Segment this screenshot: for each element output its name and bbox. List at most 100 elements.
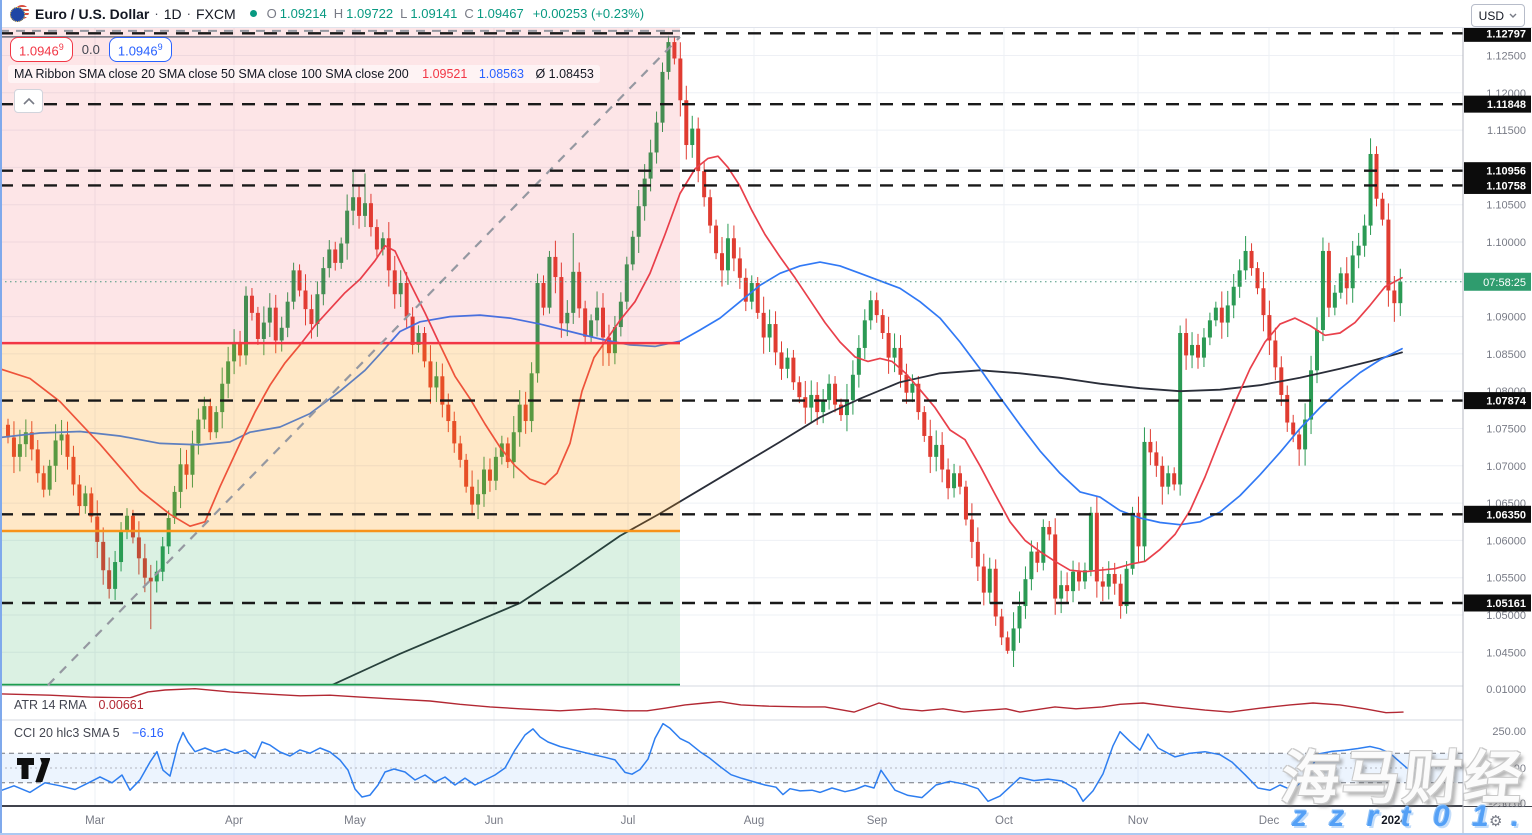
interval-label[interactable]: 1D (163, 5, 182, 22)
candle-body (571, 271, 576, 313)
level-price-label (1464, 162, 1531, 180)
atr-value: 0.00661 (98, 698, 144, 712)
candle-body (952, 473, 957, 489)
candle-body (981, 566, 986, 593)
candle-body (1231, 286, 1236, 306)
level-price-label-text: 1.07874 (1486, 396, 1527, 408)
level-price-label-text: 1.10956 (1486, 166, 1526, 178)
price-tick-label: 1.07000 (1486, 461, 1526, 473)
candle-body (1148, 441, 1153, 453)
currency-dropdown[interactable]: USD (1470, 4, 1525, 27)
sma20-value: 1.09521 (422, 67, 468, 81)
topbar: Euro / U.S. Dollar · 1D · FXCM O 1.09214 … (0, 0, 1532, 28)
level-price-label (1464, 392, 1531, 410)
level-price-label (1464, 505, 1531, 523)
time-axis[interactable]: Mar Apr May Jun Jul Aug Sep Oct Nov Dec 2024 (85, 815, 1407, 827)
candle-body (428, 361, 433, 388)
candle-body (487, 469, 492, 481)
candle-body (940, 444, 945, 470)
candle-body (815, 394, 820, 413)
close-label: C (464, 6, 474, 21)
ma-ribbon-title: MA Ribbon SMA close 20 SMA close 50 SMA … (14, 67, 409, 81)
candle-body (1112, 573, 1117, 584)
candle-body (821, 400, 826, 413)
candle-body (827, 383, 832, 401)
candle-body (1142, 441, 1147, 547)
axis-settings-gear-icon[interactable]: ⚙ (1489, 813, 1503, 830)
candle-body (374, 227, 379, 250)
candle-body (946, 469, 951, 489)
candle-body (101, 541, 106, 571)
fib-price-box-red[interactable]: 1.09469 (10, 37, 73, 63)
candle-body (517, 404, 522, 433)
price-axis-bg (1463, 28, 1532, 806)
fib-price-box-blue[interactable]: 1.09469 (108, 37, 172, 63)
cci-indicator-legend[interactable]: CCI 20 hlc3 SMA 5 −6.16 (10, 726, 168, 740)
candle-body (458, 443, 463, 460)
candle-body (65, 434, 70, 457)
candle-body (589, 320, 594, 337)
candle-body (553, 256, 558, 278)
candle-body (6, 424, 10, 438)
candle-body (71, 456, 76, 485)
candle-body (898, 347, 903, 375)
separator: · (154, 6, 159, 21)
candle-body (868, 300, 873, 321)
atr-axis-label: 0.01000 (1486, 684, 1526, 696)
price-axis[interactable]: 1.125001.120001.115001.105001.100001.090… (1462, 24, 1532, 835)
month-label: Dec (1259, 815, 1280, 827)
price-tick-label: 1.05500 (1486, 573, 1526, 585)
candle-body (624, 264, 629, 302)
candle-body (743, 277, 748, 302)
level-price-label-text: 1.12797 (1486, 28, 1526, 40)
candle-body (785, 357, 790, 369)
candle-body (1392, 290, 1397, 304)
candle-body (523, 404, 528, 422)
price-tick-label: 1.04500 (1486, 647, 1526, 659)
candle-body (1213, 307, 1218, 321)
candle-body (904, 374, 909, 393)
candle-body (1344, 273, 1349, 289)
candle-body (642, 178, 647, 207)
candle-body (303, 290, 308, 310)
ma-ribbon-legend[interactable]: MA Ribbon SMA close 20 SMA close 50 SMA … (8, 65, 600, 83)
candle-body (844, 400, 849, 416)
atr-label: ATR 14 RMA (14, 698, 87, 712)
candle-body (1065, 585, 1070, 592)
candle-body (1207, 320, 1212, 338)
symbol-title[interactable]: Euro / U.S. Dollar (35, 5, 150, 22)
candle-body (327, 249, 332, 269)
cci-label: CCI 20 hlc3 SMA 5 (14, 726, 120, 740)
candle-body (1094, 512, 1099, 582)
candle-body (1023, 579, 1028, 607)
candle-body (1196, 344, 1200, 358)
candle-body (833, 383, 838, 405)
eurusd-pair-icon (10, 4, 29, 23)
candle-body (892, 347, 897, 358)
candle-body (1255, 268, 1260, 289)
candle-body (1315, 330, 1319, 371)
tradingview-logo[interactable] (16, 757, 51, 788)
candle-body (916, 383, 921, 413)
candle-body (1154, 452, 1159, 466)
candle-body (803, 397, 808, 408)
candle-body (1106, 573, 1111, 587)
candle-body (975, 541, 980, 567)
candle-body (886, 333, 891, 358)
candle-body (464, 459, 469, 487)
sma50-line (0, 261, 1403, 526)
candle-body (797, 382, 802, 398)
atr-indicator-legend[interactable]: ATR 14 RMA 0.00661 (10, 698, 148, 712)
cci-axis-label: 250.00 (1492, 726, 1526, 738)
candle-body (809, 394, 814, 408)
cci-axis-label: 0.00 (1505, 763, 1526, 775)
price-tick-label: 1.12500 (1486, 51, 1526, 63)
collapse-legend-button[interactable] (14, 89, 43, 113)
currency-label: USD (1478, 8, 1504, 23)
candle-body (1261, 288, 1266, 316)
candle-body (779, 352, 784, 369)
candle-body (255, 312, 260, 339)
level-price-label-text: 1.11848 (1487, 99, 1526, 111)
